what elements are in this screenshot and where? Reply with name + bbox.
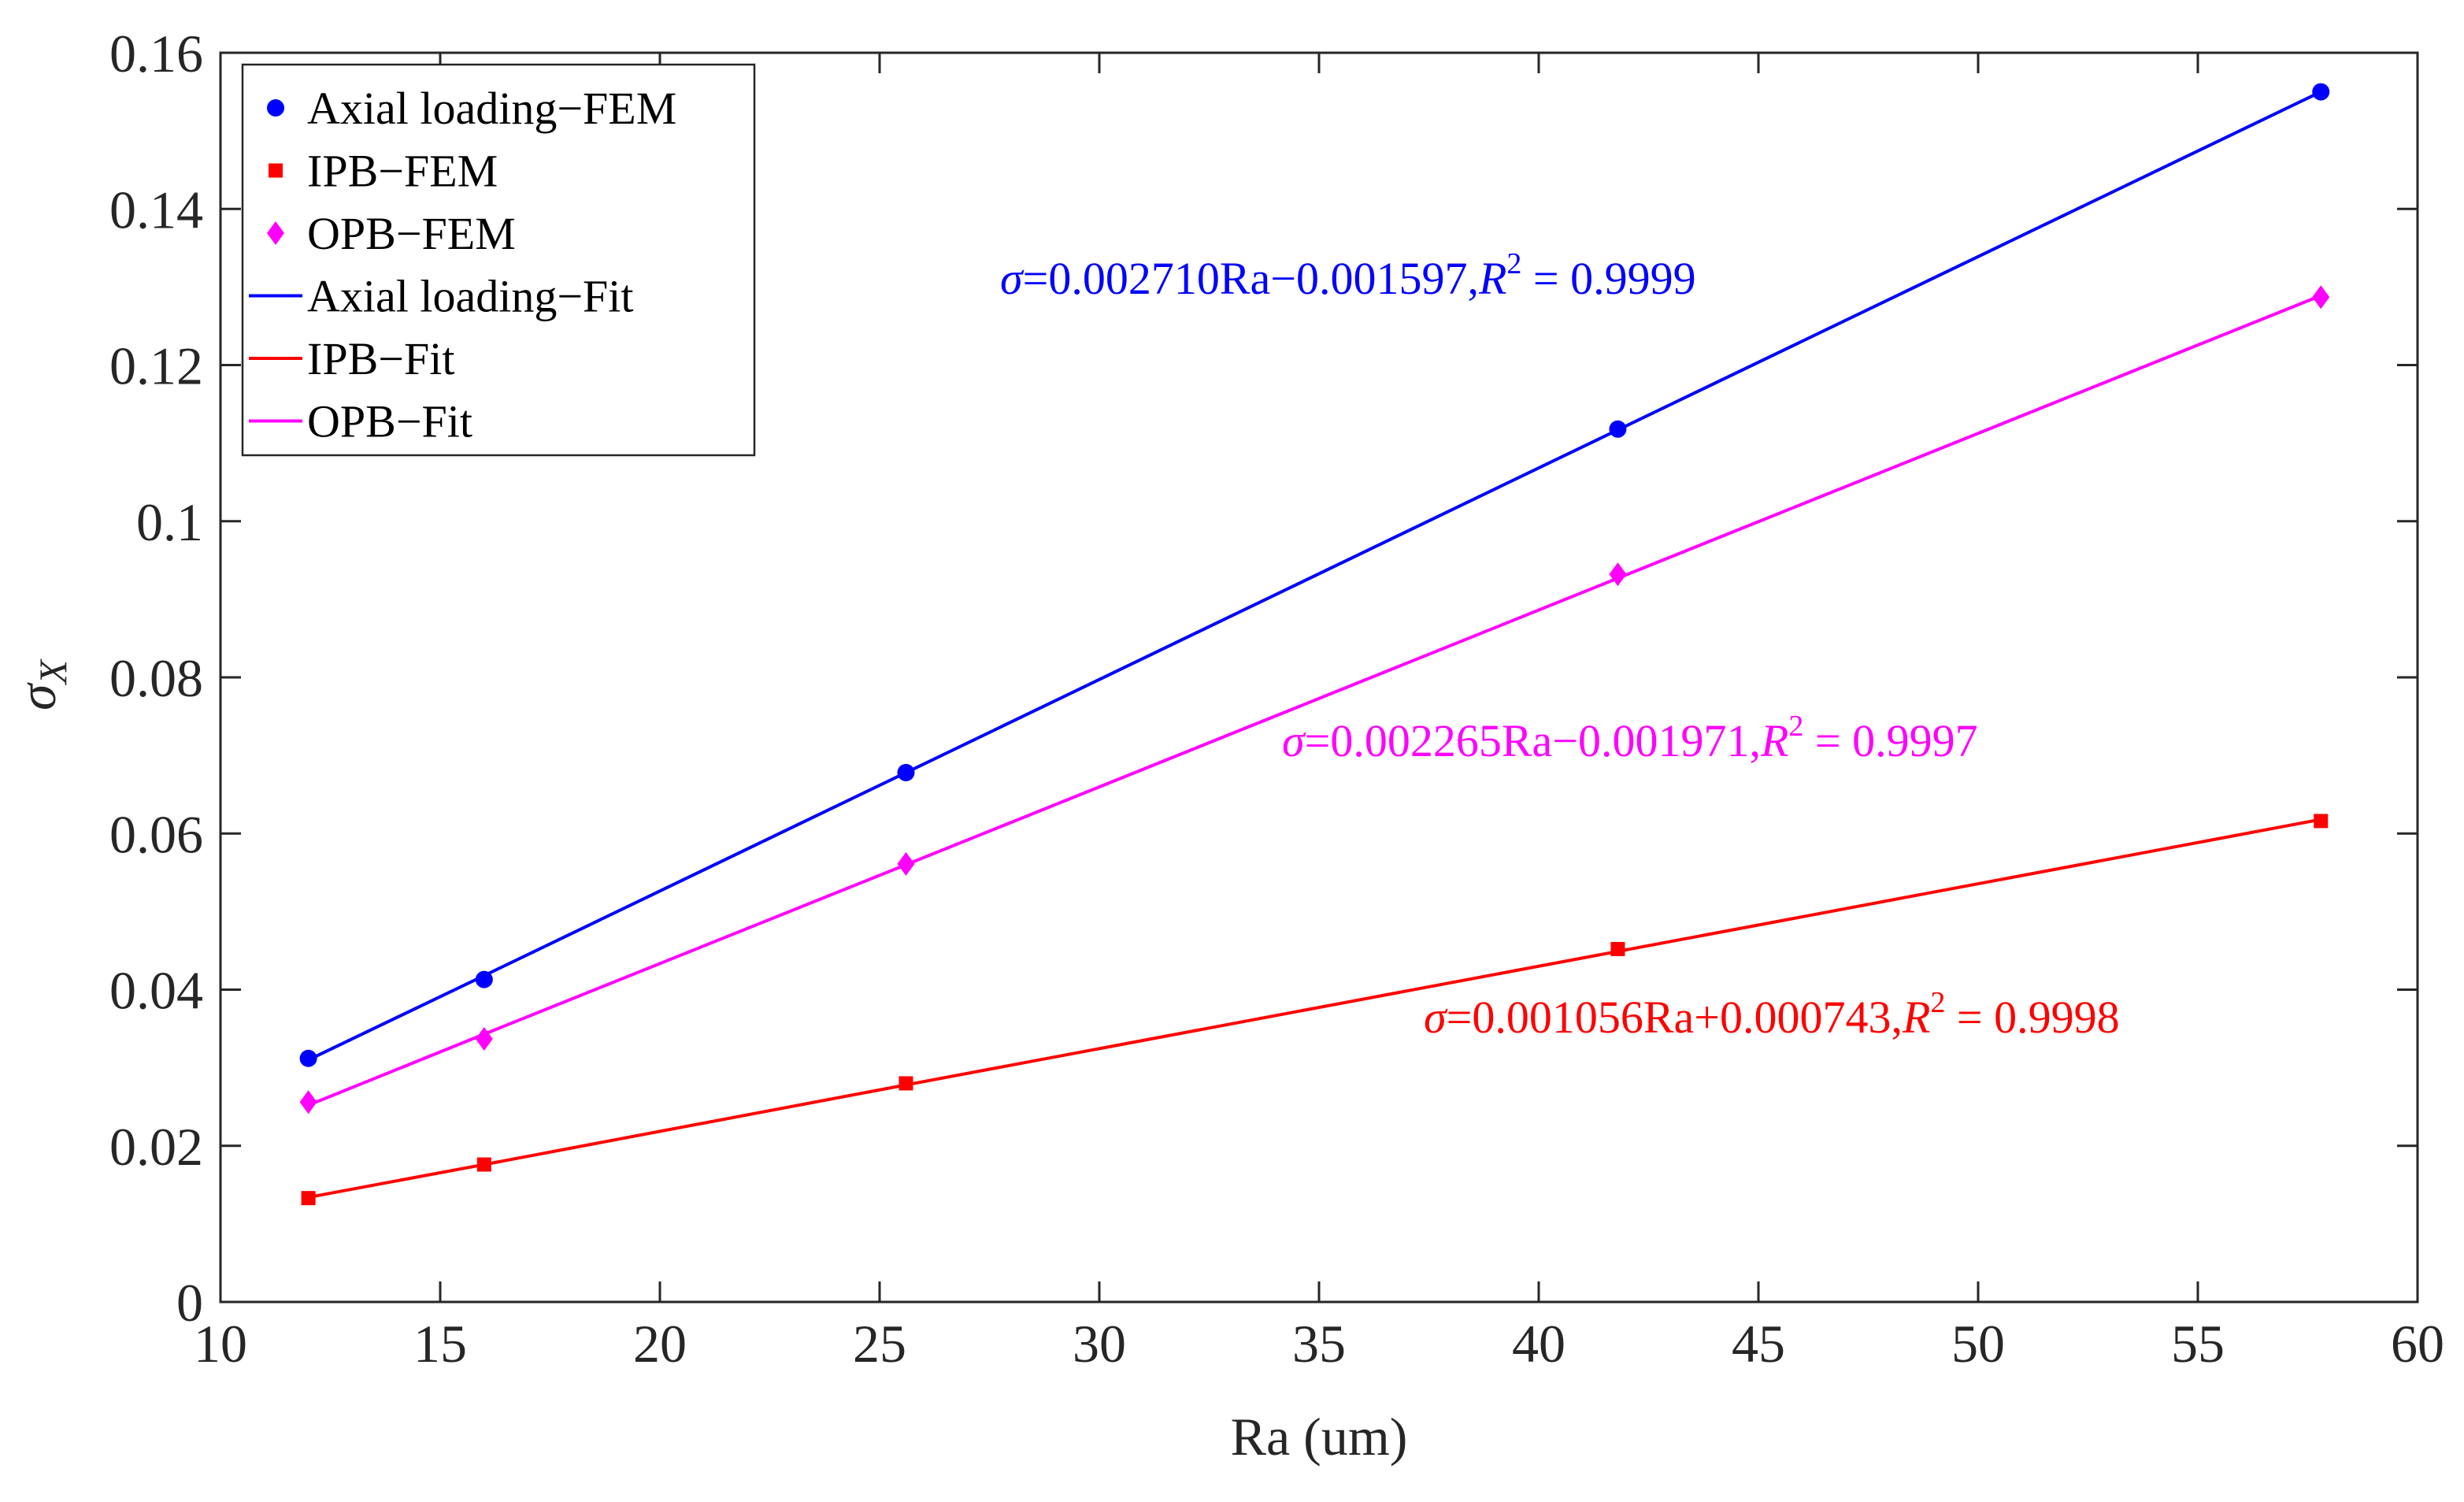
data-point-circle	[475, 970, 493, 988]
y-tick-label: 0.04	[109, 961, 203, 1021]
annotation-axial-sup: 2	[1506, 247, 1521, 280]
data-point-diamond	[475, 1026, 493, 1051]
legend-label: OPB−Fit	[307, 396, 472, 447]
x-tick-label: 25	[853, 1314, 906, 1374]
annotation-opb-fit: σ=0.002265Ra−0.001971,R2 = 0.9997	[1282, 710, 1978, 766]
legend-marker-circle	[267, 99, 284, 117]
y-tick-label: 0	[176, 1273, 203, 1333]
y-tick-label: 0.14	[109, 180, 203, 239]
x-tick-label: 10	[194, 1314, 247, 1374]
annotation-ipb-fit: σ=0.001056Ra+0.000743,R2 = 0.9998	[1424, 986, 2120, 1043]
y-axis-label: σX	[7, 658, 75, 711]
x-tick-label: 50	[1951, 1314, 2005, 1374]
legend-label: Axial loading−FEM	[307, 83, 676, 134]
annotation-ipb-equation: =0.001056Ra+0.000743,	[1447, 992, 1903, 1043]
data-point-square	[301, 1191, 316, 1206]
y-axis-label-subscript: X	[31, 658, 75, 686]
x-tick-label: 30	[1073, 1314, 1126, 1374]
legend-marker-square	[269, 163, 283, 178]
annotation-opb-r: R	[1760, 715, 1788, 766]
data-point-circle	[1609, 420, 1627, 438]
data-point-diamond	[1609, 562, 1627, 587]
annotation-ipb-r: R	[1902, 992, 1930, 1043]
data-point-circle	[897, 763, 915, 781]
annotation-axial-value: = 0.9999	[1521, 253, 1695, 304]
x-tick-label: 55	[2171, 1314, 2225, 1374]
x-tick-label: 15	[413, 1314, 467, 1374]
annotation-axial-fit: σ=0.002710Ra−0.001597,R2 = 0.9999	[1000, 247, 1696, 304]
plot-area: σ=0.002710Ra−0.001597,R2 = 0.9999 σ=0.00…	[219, 51, 2419, 1304]
data-point-square	[899, 1076, 913, 1091]
data-point-circle	[299, 1049, 317, 1067]
data-point-square	[1610, 941, 1625, 956]
annotation-ipb-sigma: σ	[1424, 992, 1448, 1043]
y-axis-label-sigma: σ	[7, 682, 67, 710]
x-tick-label: 35	[1292, 1314, 1346, 1374]
y-tick-label: 0.1	[136, 492, 203, 552]
annotation-opb-equation: =0.002265Ra−0.001971,	[1305, 715, 1761, 766]
x-tick-label: 20	[633, 1314, 687, 1374]
data-point-diamond	[299, 1090, 317, 1114]
y-tick-label: 0.08	[109, 648, 203, 708]
annotation-opb-sigma: σ	[1282, 715, 1306, 766]
x-tick-label: 60	[2391, 1314, 2444, 1374]
legend-marker-diamond	[267, 221, 284, 245]
y-tick-label: 0.06	[109, 804, 203, 864]
annotation-opb-value: = 0.9997	[1803, 715, 1977, 766]
annotation-axial-r: R	[1478, 253, 1506, 304]
data-markers	[299, 83, 2330, 1206]
legend-box	[241, 63, 756, 457]
data-point-square	[2314, 814, 2329, 829]
annotation-ipb-value: = 0.9998	[1945, 992, 2119, 1043]
annotation-axial-equation: =0.002710Ra−0.001597,	[1023, 253, 1479, 304]
legend: Axial loading−FEM IPB−FEM OPB−FEM Axial loa…	[241, 63, 756, 457]
legend-label: Axial loading−Fit	[307, 271, 634, 322]
y-tick-label: 0.12	[109, 336, 203, 396]
x-tick-label: 40	[1512, 1314, 1565, 1374]
data-point-circle	[2312, 83, 2330, 101]
data-point-square	[476, 1157, 491, 1172]
legend-label: IPB−FEM	[307, 146, 498, 197]
x-tick-label: 45	[1732, 1314, 1785, 1374]
data-point-diamond	[2312, 285, 2330, 310]
fit-annotations: σ=0.002710Ra−0.001597,R2 = 0.9999 σ=0.00…	[1000, 247, 2120, 1043]
y-tick-label: 0.02	[109, 1117, 203, 1177]
annotation-axial-sigma: σ	[1000, 253, 1025, 304]
tick-labels: 10 15 20 25 30 35 40 45 50 55 60 0 0.02 0.04 0.06 0.08 0…	[109, 24, 2444, 1374]
annotation-ipb-sup: 2	[1930, 986, 1945, 1019]
legend-label: OPB−FEM	[307, 208, 516, 259]
data-point-diamond	[897, 851, 915, 876]
annotation-opb-sup: 2	[1788, 710, 1803, 743]
x-axis-label: Ra (um)	[1231, 1407, 1408, 1467]
y-tick-label: 0.16	[109, 24, 203, 83]
legend-label: IPB−Fit	[307, 333, 454, 384]
